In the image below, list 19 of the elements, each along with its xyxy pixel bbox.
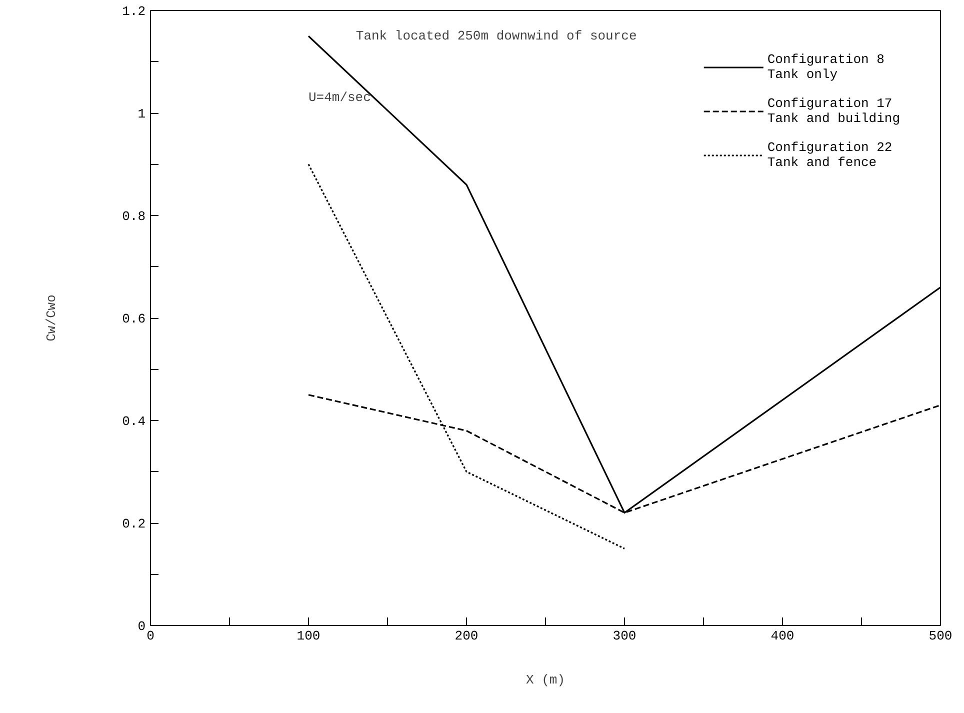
y-tick-label: 1 — [138, 106, 146, 122]
x-tick-label: 400 — [770, 628, 794, 644]
legend-label: Configuration 22 Tank and fence — [767, 140, 892, 170]
y-axis-title: Cw/Cwo — [44, 294, 60, 342]
annotation: Tank located 250m downwind of source — [356, 28, 637, 44]
y-tick-label: 0.4 — [122, 414, 146, 429]
y-tick-label: 0.2 — [122, 516, 146, 532]
legend-label: Configuration 17 Tank and building — [767, 96, 900, 126]
annotation: U=4m/sec — [308, 90, 371, 106]
y-tick-label: 0.8 — [122, 209, 146, 224]
x-tick-label: 100 — [296, 628, 320, 644]
legend-label: Configuration 8 Tank only — [767, 52, 884, 82]
y-tick-label: 0 — [138, 619, 146, 634]
x-tick-label: 500 — [928, 628, 952, 644]
x-tick-label: 200 — [454, 628, 478, 644]
x-tick-label: 300 — [612, 628, 636, 644]
y-tick-label: 1.2 — [122, 4, 146, 19]
x-axis-title: X (m) — [526, 672, 566, 688]
y-tick-label: 0.6 — [122, 312, 146, 326]
